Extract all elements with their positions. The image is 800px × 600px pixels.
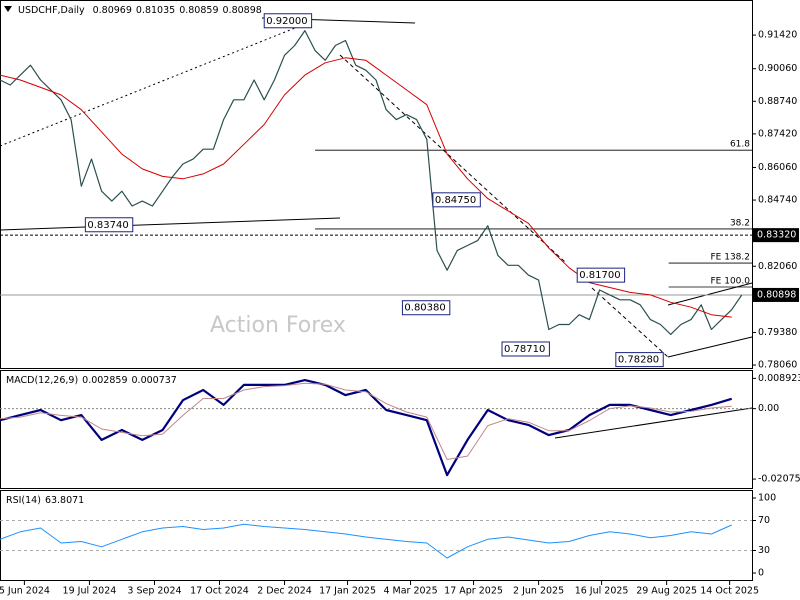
reading: 0.80969 [93,5,132,16]
reading: 0.000737 [132,375,177,386]
channel-line [667,336,753,358]
annotation-box [615,352,664,368]
y-tick-label: 0 [758,568,764,579]
x-tick-label: 4 Mar 2025 [383,586,437,597]
series-line [0,379,733,477]
y-tick-label: 0.86060 [758,162,797,173]
macd-trendline [554,407,753,439]
menu-icon[interactable] [4,6,12,12]
trendline [0,21,311,147]
y-tick-label: 0.88740 [758,96,797,107]
reading: 0.80859 [179,5,218,16]
trendline [339,54,566,263]
y-tick-label: 0.79380 [758,327,797,338]
level-label: 61.8 [730,140,750,150]
annotation-label: 0.83740 [87,220,128,231]
macd-frame [0,370,753,489]
x-tick-label: 5 Jun 2024 [0,586,50,597]
panel-title: USDCHF,Daily 0.80969 0.81035 0.80859 0.80898 [18,5,262,16]
y-tick-label: 0.82060 [758,261,797,272]
x-tick-label: 17 Oct 2024 [190,586,249,597]
y-tick-label: 30 [758,545,770,556]
annotation-label: 0.78280 [618,355,659,366]
panel-title: RSI(14) 63.8071 [6,495,84,506]
trendline [591,287,669,358]
series-line [0,57,732,318]
annotation-label: 0.92000 [266,16,307,27]
y-tick-label: -0.020759 [758,474,800,485]
price-marker-box [753,228,799,243]
y-tick-label: 0.87420 [758,128,797,139]
y-tick-label: 0.84740 [758,195,797,206]
watermark: Action Forex [210,313,346,338]
y-tick-label: 100 [758,493,776,504]
price-marker-box [753,287,799,302]
price-marker-label: 0.80898 [757,289,796,300]
price-frame [0,0,753,369]
y-tick-label: 0.78060 [758,360,797,371]
price-marker-label: 0.83320 [757,230,796,241]
series-line [0,30,743,335]
x-tick-label: 17 Apr 2025 [444,586,503,597]
y-tick-label: 70 [758,515,770,526]
x-tick-label: 2 Dec 2024 [257,586,312,597]
annotation-label: 0.84750 [435,195,476,206]
y-tick-label: 0.00 [758,403,779,414]
annotation-label: 0.78710 [504,344,545,355]
x-tick-label: 2 Jun 2025 [513,586,564,597]
annotation-box [576,267,626,283]
series-line [0,382,732,460]
annotation-box [501,341,550,357]
annotation-label: 0.81700 [579,270,620,281]
y-tick-label: 0.008923 [758,373,800,384]
reading: 0.81035 [136,5,175,16]
annotation-box [432,192,481,208]
annotation-label: 0.80380 [404,303,445,314]
title-text: RSI(14) [6,495,41,506]
title-text: USDCHF,Daily [18,5,85,16]
level-label: FE 138.2 [711,253,751,263]
annotation-box [84,217,134,233]
annotation-box [401,300,451,316]
reading: 63.8071 [45,495,84,506]
rsi-frame [0,490,753,581]
x-tick-label: 3 Sep 2024 [127,586,181,597]
reading: 0.002859 [82,375,127,386]
level-label: FE 100.0 [711,276,751,286]
x-tick-label: 16 Jul 2025 [575,586,629,597]
reading: 0.80898 [223,5,262,16]
level-label: 38.2 [730,218,750,228]
panel-title: MACD(12,26,9) 0.002859 0.000737 [6,375,177,386]
y-tick-label: 0.91420 [758,30,797,41]
series-line [0,523,732,559]
x-tick-label: 29 Aug 2025 [636,586,697,597]
x-tick-label: 17 Jan 2025 [319,586,376,597]
x-tick-label: 19 Jul 2024 [63,586,117,597]
annotation-box [263,13,313,29]
title-text: MACD(12,26,9) [6,375,78,386]
y-tick-label: 0.90060 [758,63,797,74]
trendline [0,217,341,231]
frames [0,0,753,581]
x-tick-label: 14 Oct 2025 [700,586,759,597]
